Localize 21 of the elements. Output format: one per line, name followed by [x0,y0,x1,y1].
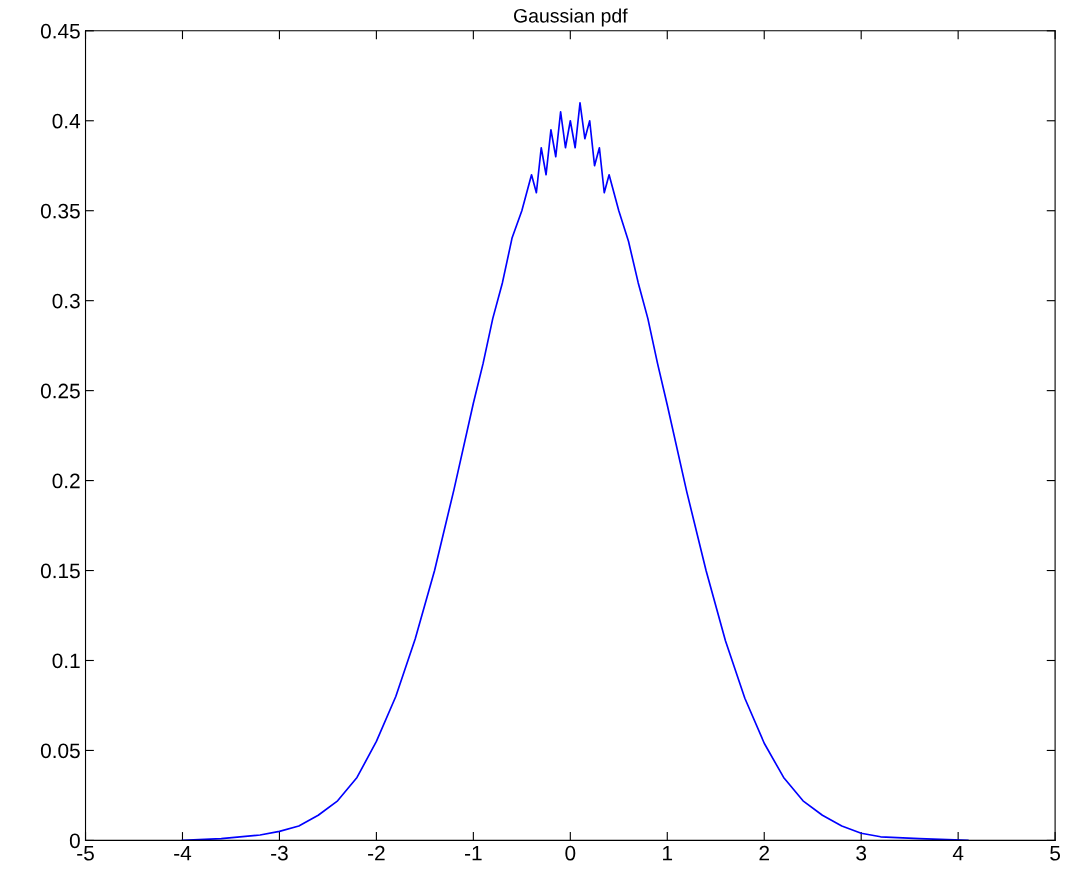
x-tick-label: 3 [856,845,867,861]
line-series [181,101,969,841]
y-tick-label: 0.25 [40,383,80,399]
x-tick-label: 4 [952,846,964,861]
chart-title: Gaussian pdf [514,8,628,27]
x-tick-label: -2 [368,845,385,861]
x-tick-label: -1 [465,846,482,861]
y-tick-label: 0.3 [52,293,80,309]
y-tick-label: 0.15 [40,563,80,579]
x-tick-label: 1 [663,846,673,861]
y-tick-label: 0.45 [40,23,80,39]
x-tick-label: 2 [759,845,769,861]
y-tick-label: 0.4 [52,113,81,129]
y-tick-label: 0.2 [52,473,80,489]
y-tick-label: 0.1 [52,653,80,669]
x-tick-label: -4 [174,846,192,861]
x-tick-label: 0 [565,845,576,861]
y-tick-label: 0.05 [40,743,80,759]
y-tick-label: 0.35 [40,203,80,219]
x-tick-label: 5 [1050,846,1061,861]
x-tick-label: -3 [271,845,288,861]
